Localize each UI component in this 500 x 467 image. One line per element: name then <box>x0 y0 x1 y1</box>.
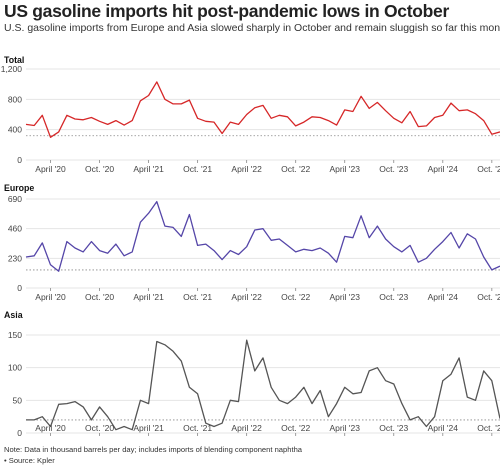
panel-title: Total <box>4 55 24 65</box>
x-tick-label: Oct. '20 <box>85 164 114 174</box>
x-tick-label: Oct. '21 <box>183 164 212 174</box>
x-tick-label: April '23 <box>329 423 360 433</box>
y-tick-label: 230 <box>8 253 22 263</box>
y-tick-label: 1,200 <box>1 64 23 74</box>
x-tick-label: April '24 <box>428 423 459 433</box>
y-tick-label: 800 <box>8 94 22 104</box>
x-tick-label: April '21 <box>133 292 164 302</box>
x-tick-label: April '22 <box>231 292 262 302</box>
x-tick-label: Oct. '24 <box>477 423 500 433</box>
y-tick-label: 460 <box>8 224 22 234</box>
x-tick-label: Oct. '23 <box>379 423 408 433</box>
x-tick-label: April '22 <box>231 423 262 433</box>
x-tick-label: Oct. '23 <box>379 164 408 174</box>
y-tick-label: 690 <box>8 194 22 204</box>
x-tick-label: April '20 <box>35 164 66 174</box>
series-line <box>25 200 500 272</box>
chart-title: US gasoline imports hit post-pandemic lo… <box>4 1 449 21</box>
x-tick-label: April '22 <box>231 164 262 174</box>
panel-title: Asia <box>4 310 23 320</box>
x-tick-label: April '24 <box>428 164 459 174</box>
y-tick-label: 100 <box>8 363 22 373</box>
x-tick-label: Oct. '21 <box>183 292 212 302</box>
panel-title: Europe <box>4 183 34 193</box>
y-tick-label: 0 <box>17 428 22 438</box>
x-tick-label: April '23 <box>329 292 360 302</box>
x-tick-label: April '20 <box>35 423 66 433</box>
x-tick-label: Oct. '20 <box>85 292 114 302</box>
x-tick-label: Oct. '21 <box>183 423 212 433</box>
y-tick-label: 0 <box>17 283 22 293</box>
y-tick-label: 50 <box>13 395 23 405</box>
panel-asia: Asia 150 100 50 0 April '20 Oct. '20 April '21 O… <box>4 310 500 438</box>
x-tick-label: Oct. '22 <box>281 164 310 174</box>
x-tick-label: Oct. '24 <box>477 164 500 174</box>
x-tick-label: April '21 <box>133 423 164 433</box>
x-tick-label: April '21 <box>133 164 164 174</box>
y-tick-label: 150 <box>8 330 22 340</box>
x-tick-label: Oct. '20 <box>85 423 114 433</box>
y-tick-label: 400 <box>8 125 22 135</box>
x-tick-label: April '20 <box>35 292 66 302</box>
source-note: • Source: Kpler <box>4 456 55 465</box>
x-tick-label: Oct. '24 <box>477 292 500 302</box>
x-tick-label: Oct. '22 <box>281 292 310 302</box>
series-line <box>25 81 500 138</box>
series-line <box>26 339 500 431</box>
x-tick-label: April '23 <box>329 164 360 174</box>
chart-subtitle: U.S. gasoline imports from Europe and As… <box>4 22 500 34</box>
y-tick-label: 0 <box>17 155 22 165</box>
x-tick-label: Oct. '22 <box>281 423 310 433</box>
x-tick-label: Oct. '23 <box>379 292 408 302</box>
footnote: Note: Data in thousand barrels per day; … <box>4 445 303 454</box>
x-tick-label: April '24 <box>428 292 459 302</box>
